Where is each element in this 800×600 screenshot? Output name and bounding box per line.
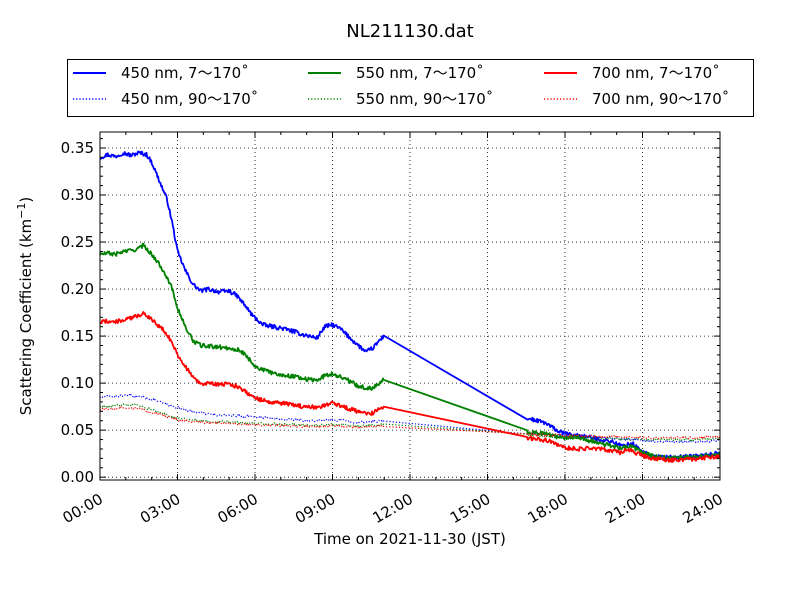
- series-layer: [99, 150, 721, 463]
- legend-label: 550 nm, 90～170˚: [356, 90, 493, 108]
- y-tick-label: 0.00: [61, 468, 94, 486]
- y-axis-label-main: Scattering Coefficient (km: [17, 219, 35, 415]
- y-tick-label: 0.10: [61, 374, 94, 392]
- x-tick-label: 21:00: [602, 490, 648, 527]
- series-line: [99, 393, 721, 444]
- y-tick-label: 0.20: [61, 280, 94, 298]
- y-tick-label: 0.15: [61, 327, 94, 345]
- series-line: [99, 242, 721, 461]
- y-axis-label-sup: −1: [15, 203, 28, 219]
- plot-frame: [99, 131, 721, 481]
- y-tick-label: 0.35: [61, 139, 94, 157]
- y-axis-label-end: ): [17, 197, 35, 203]
- x-tick-label: 12:00: [370, 490, 416, 527]
- series-line: [99, 406, 721, 440]
- legend-label: 450 nm, 7～170˚: [121, 64, 249, 82]
- y-tick-label: 0.30: [61, 186, 94, 204]
- legend: 450 nm, 7～170˚ 550 nm, 7～170˚ 700 nm, 7～17…: [67, 59, 754, 117]
- legend-label: 700 nm, 90～170˚: [592, 90, 729, 108]
- x-tick-label: 00:00: [60, 490, 106, 527]
- x-tick-label: 18:00: [525, 490, 571, 527]
- x-tick-label: 06:00: [215, 490, 261, 527]
- x-tick-label: 09:00: [292, 490, 338, 527]
- series-line: [99, 403, 721, 442]
- x-axis-label: Time on 2021-11-30 (JST): [313, 530, 506, 548]
- x-tick-label: 15:00: [447, 490, 493, 527]
- legend-label: 700 nm, 7～170˚: [592, 64, 720, 82]
- legend-frame: [67, 59, 754, 117]
- y-tick-label: 0.25: [61, 233, 94, 251]
- legend-label: 450 nm, 90～170˚: [121, 90, 258, 108]
- series-line: [99, 311, 721, 463]
- y-axis-label: Scattering Coefficient (km−1): [15, 197, 35, 416]
- chart-title: NL211130.dat: [346, 21, 473, 42]
- plot-area: [100, 132, 720, 480]
- legend-label: 550 nm, 7～170˚: [356, 64, 484, 82]
- y-tick-label: 0.05: [61, 421, 94, 439]
- x-tick-label: 24:00: [680, 490, 726, 527]
- x-tick-label: 03:00: [137, 490, 183, 527]
